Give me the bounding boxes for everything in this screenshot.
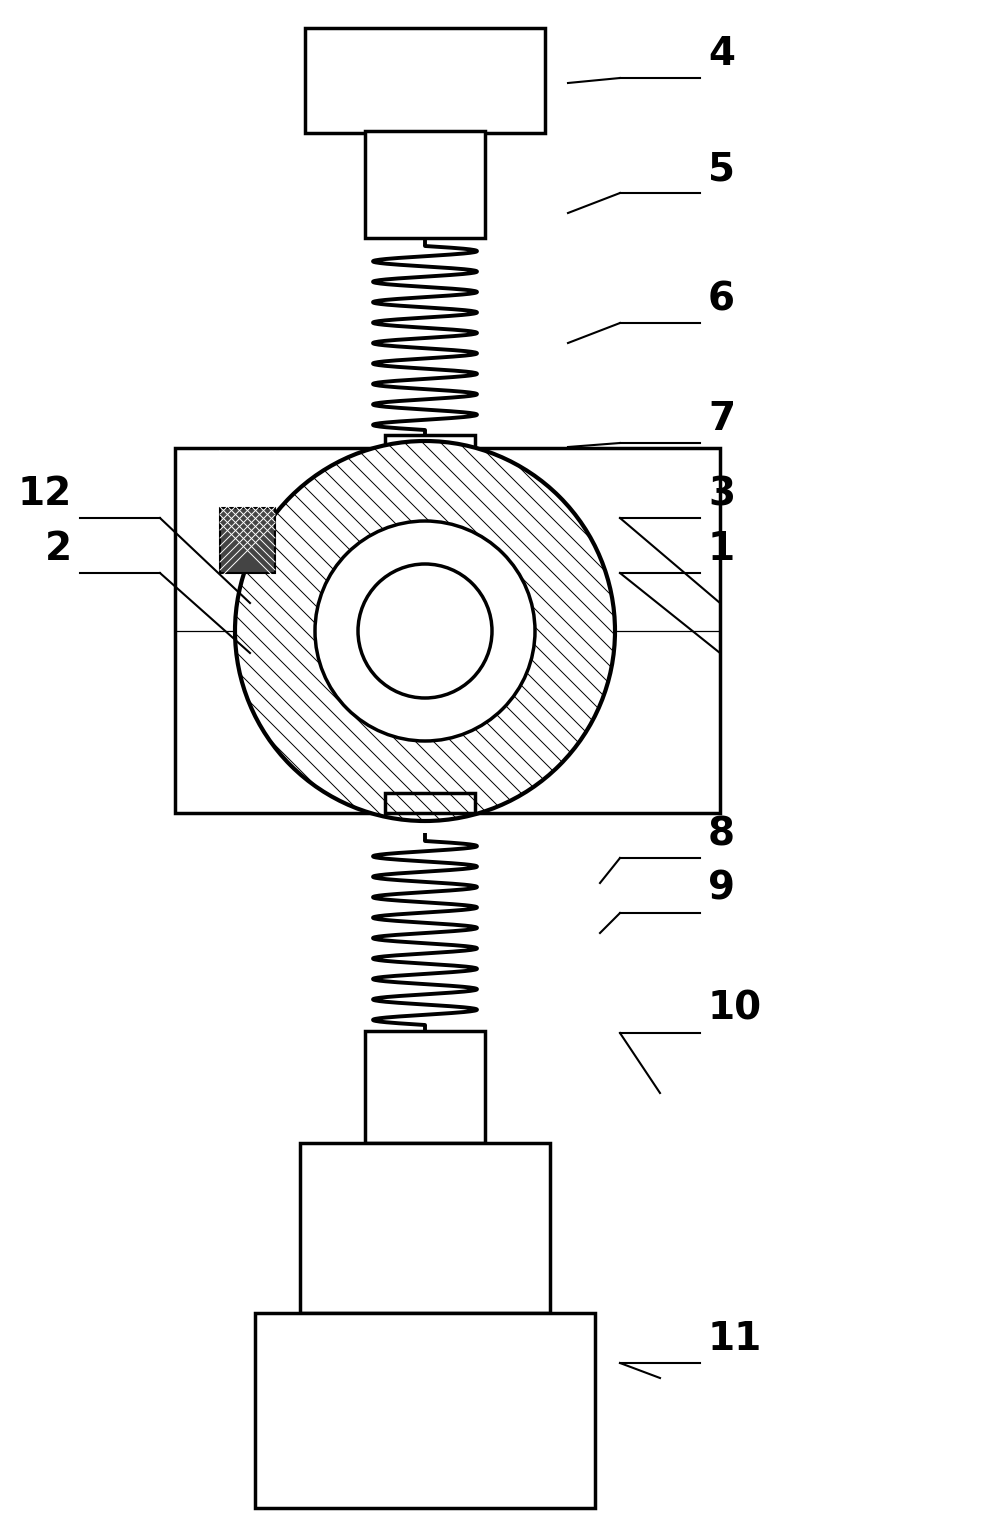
Text: 2: 2 <box>45 530 72 568</box>
Circle shape <box>235 442 615 821</box>
Text: 9: 9 <box>707 870 734 908</box>
Circle shape <box>358 564 491 698</box>
Bar <box>220 509 275 573</box>
Text: 12: 12 <box>18 475 72 513</box>
Bar <box>365 1031 484 1142</box>
Text: 3: 3 <box>707 475 734 513</box>
Text: 5: 5 <box>707 149 734 187</box>
Text: 8: 8 <box>707 815 734 853</box>
Bar <box>300 1142 550 1313</box>
Bar <box>175 448 719 813</box>
Bar <box>365 131 484 238</box>
Bar <box>255 1313 595 1508</box>
Text: 7: 7 <box>707 401 734 439</box>
Text: 1: 1 <box>707 530 734 568</box>
Text: 11: 11 <box>707 1320 761 1359</box>
Circle shape <box>315 521 535 742</box>
Text: 6: 6 <box>707 280 734 318</box>
Bar <box>384 436 474 455</box>
Bar <box>384 793 474 813</box>
Bar <box>305 27 545 133</box>
Text: 4: 4 <box>707 35 734 73</box>
Text: 10: 10 <box>707 990 761 1028</box>
